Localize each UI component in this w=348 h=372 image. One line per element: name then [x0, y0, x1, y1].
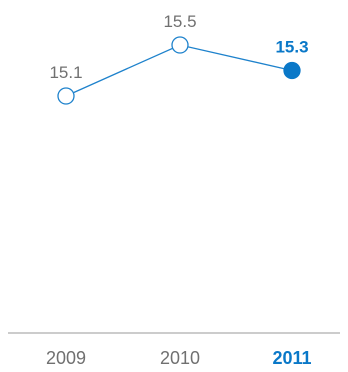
x-tick-label-2009: 2009: [46, 348, 86, 368]
value-label-2010: 15.5: [163, 12, 196, 31]
x-tick-label-2010: 2010: [160, 348, 200, 368]
value-label-2009: 15.1: [49, 63, 82, 82]
data-point-2011: [283, 61, 301, 80]
x-tick-label-2011: 2011: [272, 348, 311, 368]
data-point-2009: [57, 87, 75, 105]
value-label-2011: 15.3: [275, 38, 308, 57]
data-point-2010: [171, 36, 189, 54]
